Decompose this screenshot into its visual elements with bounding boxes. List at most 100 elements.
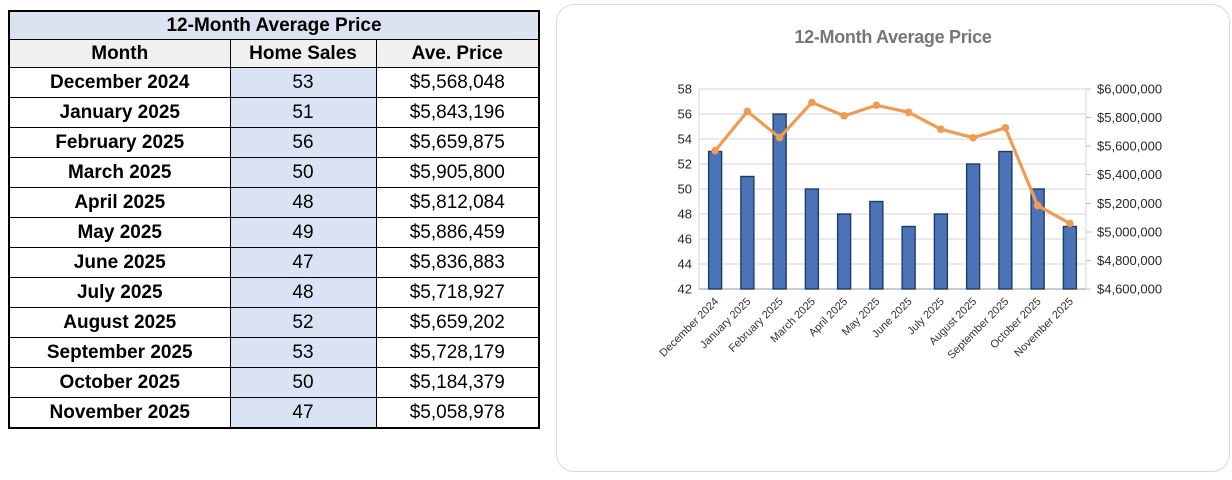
bar-11: [1062, 225, 1078, 290]
right-axis-tick-label: $5,600,000: [1097, 139, 1162, 154]
month-cell: January 2025: [8, 97, 231, 128]
ave-price-cell: $5,728,179: [375, 337, 540, 368]
month-cell: December 2024: [8, 67, 231, 98]
right-axis-tick-label: $5,400,000: [1097, 167, 1162, 182]
left-axis-tick-label: 54: [678, 132, 692, 147]
ave-price-cell: $5,886,459: [375, 217, 540, 248]
left-axis-tick-label: 56: [678, 107, 692, 122]
line-marker-10: [1033, 201, 1042, 210]
column-header-0: Month: [8, 39, 231, 68]
ave-price-cell: $5,812,084: [375, 187, 540, 218]
x-axis-label: November 2025: [1012, 296, 1076, 360]
bar-0: [707, 150, 723, 290]
price-table-head: 12-Month Average Price Month Home Sales Av…: [8, 10, 540, 68]
left-axis-tick-label: 44: [678, 257, 692, 272]
month-cell: June 2025: [8, 247, 231, 278]
home-sales-cell: 56: [229, 127, 377, 158]
ave-price-cell: $5,568,048: [375, 67, 540, 98]
price-table: 12-Month Average Price Month Home Sales Av…: [8, 10, 541, 429]
line-marker-2: [775, 133, 784, 142]
line-marker-6: [904, 108, 913, 117]
home-sales-cell: 48: [229, 187, 377, 218]
right-axis-tick-label: $5,800,000: [1097, 110, 1162, 125]
chart-title: 12-Month Average Price: [794, 27, 992, 47]
table-row: August 2025 52 $5,659,202: [8, 307, 540, 338]
table-row: November 2025 47 $5,058,978: [8, 397, 540, 429]
bar-6: [901, 225, 916, 290]
left-axis-tick-label: 50: [678, 182, 692, 197]
home-sales-cell: 52: [229, 307, 377, 338]
bar-8: [965, 163, 981, 290]
table-row: February 2025 56 $5,659,875: [8, 127, 540, 158]
month-cell: February 2025: [8, 127, 231, 158]
home-sales-cell: 51: [229, 97, 377, 128]
line-marker-1: [743, 107, 752, 116]
table-row: October 2025 50 $5,184,379: [8, 367, 540, 398]
bar-3: [804, 188, 820, 290]
table-row: May 2025 49 $5,886,459: [8, 217, 540, 248]
line-marker-9: [1001, 124, 1010, 132]
table-title: 12-Month Average Price: [8, 10, 540, 40]
column-header-2: Ave. Price: [375, 39, 540, 68]
line-marker-3: [808, 98, 816, 107]
table-row: June 2025 47 $5,836,883: [8, 247, 540, 278]
month-cell: August 2025: [8, 307, 231, 338]
ave-price-cell: $5,836,883: [375, 247, 540, 278]
bar-2: [772, 113, 787, 290]
left-axis-tick-label: 48: [678, 207, 692, 222]
home-sales-cell: 48: [229, 277, 377, 308]
month-cell: May 2025: [8, 217, 231, 248]
ave-price-cell: $5,184,379: [375, 367, 540, 398]
table-row: March 2025 50 $5,905,800: [8, 157, 540, 188]
bar-4: [836, 213, 852, 290]
right-axis-tick-label: $4,600,000: [1097, 282, 1162, 297]
left-axis-tick-label: 52: [678, 157, 692, 172]
month-cell: April 2025: [8, 187, 231, 218]
table-row: December 2024 53 $5,568,048: [8, 67, 540, 98]
table-row: July 2025 48 $5,718,927: [8, 277, 540, 308]
left-axis-tick-label: 42: [678, 282, 692, 297]
month-cell: July 2025: [8, 277, 231, 308]
bar-10: [1030, 188, 1045, 290]
line-marker-7: [937, 125, 945, 133]
ave-price-cell: $5,058,978: [375, 397, 540, 429]
line-marker-5: [872, 101, 881, 110]
home-sales-cell: 49: [229, 217, 377, 248]
line-marker-11: [1066, 219, 1074, 228]
x-axis-label: December 2024: [657, 296, 721, 360]
table-row: January 2025 51 $5,843,196: [8, 97, 540, 128]
month-cell: March 2025: [8, 157, 231, 188]
left-axis-tick-label: 58: [678, 82, 692, 97]
month-cell: October 2025: [8, 367, 231, 398]
chart-card: 12-Month Average Price 42 44 46 48 50 52 54 56 5…: [556, 4, 1230, 472]
home-sales-cell: 50: [229, 157, 377, 188]
home-sales-cell: 47: [229, 397, 377, 429]
table-row: April 2025 48 $5,812,084: [8, 187, 540, 218]
ave-price-cell: $5,843,196: [375, 97, 540, 128]
line-marker-0: [711, 146, 719, 155]
bar-1: [740, 175, 755, 290]
right-axis-tick-label: $4,800,000: [1097, 253, 1162, 268]
price-table-body: December 2024 53 $5,568,048 January 2025 51 $…: [8, 67, 540, 429]
bar-5: [869, 200, 884, 290]
bar-7: [933, 213, 949, 290]
home-sales-cell: 47: [229, 247, 377, 278]
column-header-1: Home Sales: [229, 39, 377, 68]
table-title-row: 12-Month Average Price: [8, 10, 540, 40]
right-axis-tick-label: $5,200,000: [1097, 196, 1162, 211]
right-axis-tick-label: $5,000,000: [1097, 224, 1162, 239]
line-marker-8: [969, 133, 977, 142]
combo-chart: 42 44 46 48 50 52 54 56 58 $4,600,000 $4,800,000 $5…: [657, 82, 1162, 362]
home-sales-cell: 53: [229, 67, 377, 98]
table-column-header-row: Month Home Sales Ave. Price: [8, 39, 540, 68]
price-line: [713, 100, 1072, 226]
line-marker-4: [840, 112, 848, 120]
bar-9: [998, 150, 1013, 290]
ave-price-cell: $5,659,875: [375, 127, 540, 158]
month-cell: September 2025: [8, 337, 231, 368]
ave-price-cell: $5,659,202: [375, 307, 540, 338]
right-axis-tick-label: $6,000,000: [1097, 82, 1162, 97]
ave-price-cell: $5,718,927: [375, 277, 540, 308]
month-cell: November 2025: [8, 397, 231, 429]
home-sales-cell: 50: [229, 367, 377, 398]
